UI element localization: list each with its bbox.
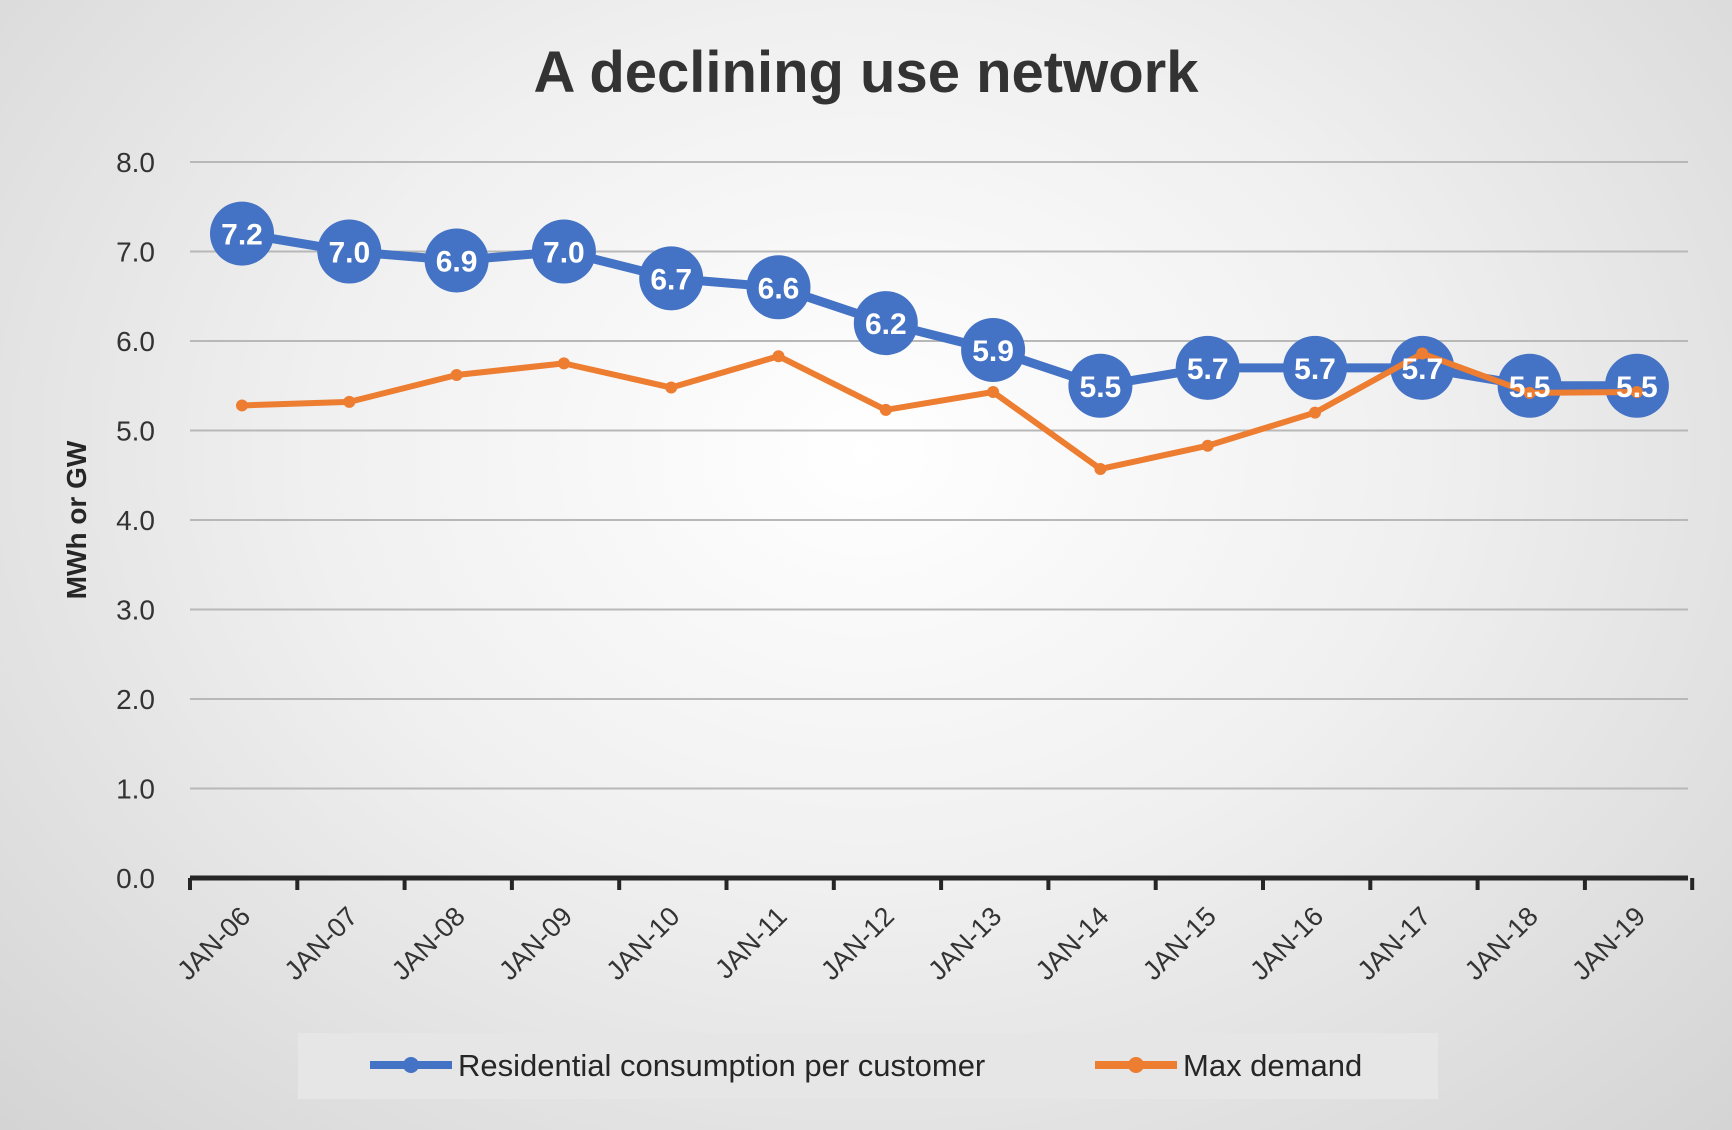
data-point [961,317,1026,382]
data-point [557,357,570,370]
y-tick-label: 1.0 [116,774,155,805]
x-tick-label: JAN-08 [386,901,471,986]
data-point [1094,462,1107,475]
data-point [1497,353,1562,418]
x-tick-label: JAN-07 [279,901,364,986]
y-tick-label: 0.0 [116,863,155,894]
data-label: 5.5 [1509,371,1551,404]
y-tick-label: 6.0 [116,326,155,357]
data-label: 5.5 [1616,371,1658,404]
x-tick-label: JAN-13 [922,901,1007,986]
data-point [1283,335,1347,400]
x-tick-label: JAN-17 [1352,901,1437,986]
data-label: 6.6 [758,272,800,305]
data-point [665,381,678,394]
y-tick-label: 5.0 [116,416,155,447]
data-point [1175,335,1240,400]
data-point [210,201,274,266]
data-label: 5.7 [1294,353,1336,386]
y-tick-label: 3.0 [116,595,155,626]
chart-title: A declining use network [534,40,1200,105]
data-point [853,291,918,356]
series-line-1 [241,350,1637,472]
data-point [772,350,785,363]
x-tick-label: JAN-11 [709,901,792,984]
data-point [987,386,1000,399]
y-axis-label: MWh or GW [61,440,92,599]
data-point [343,395,356,408]
data-label: 5.7 [1401,353,1443,386]
data-label: 5.7 [1187,353,1229,386]
data-label: 7.2 [221,219,263,252]
y-tick-label: 4.0 [116,505,155,536]
data-label: 6.2 [865,308,907,341]
x-tick-label: JAN-06 [171,901,256,986]
data-label: 7.0 [543,237,585,270]
x-tick-label: JAN-09 [493,901,578,986]
data-point [236,399,248,412]
data-point [450,369,463,382]
y-tick-label: 8.0 [116,147,155,178]
data-point [531,219,596,284]
x-tick-label: JAN-10 [601,901,686,986]
x-tick-label: JAN-18 [1459,901,1544,986]
legend-label-0: Residential consumption per customer [458,1048,985,1083]
data-label: 5.9 [972,335,1014,368]
y-tick-label: 7.0 [116,237,155,268]
data-point [1068,353,1133,418]
legend-box [298,1033,1438,1099]
x-tick-label: JAN-14 [1030,901,1115,986]
data-point [746,255,811,320]
data-label: 6.7 [650,263,692,296]
data-label: 5.5 [1080,371,1122,404]
data-label: 7.0 [328,237,370,270]
data-point [879,403,892,416]
data-point [1604,353,1669,418]
data-point [1630,386,1643,399]
x-tick-label: JAN-19 [1566,901,1651,986]
data-point [639,246,704,311]
x-tick-label: JAN-16 [1244,901,1329,986]
data-point [1416,347,1429,360]
legend-label-1: Max demand [1183,1048,1362,1083]
x-tick-label: JAN-15 [1137,901,1222,986]
data-point [1309,406,1321,419]
data-point [424,228,489,293]
data-point [1523,386,1536,399]
x-tick-label: JAN-12 [815,901,900,986]
y-tick-label: 2.0 [116,684,155,715]
data-label: 6.9 [436,245,478,278]
legend-marker-1 [1128,1057,1144,1073]
data-point [317,219,382,284]
data-point [1201,439,1214,452]
data-point [1390,335,1455,400]
legend-marker-0 [403,1057,419,1073]
